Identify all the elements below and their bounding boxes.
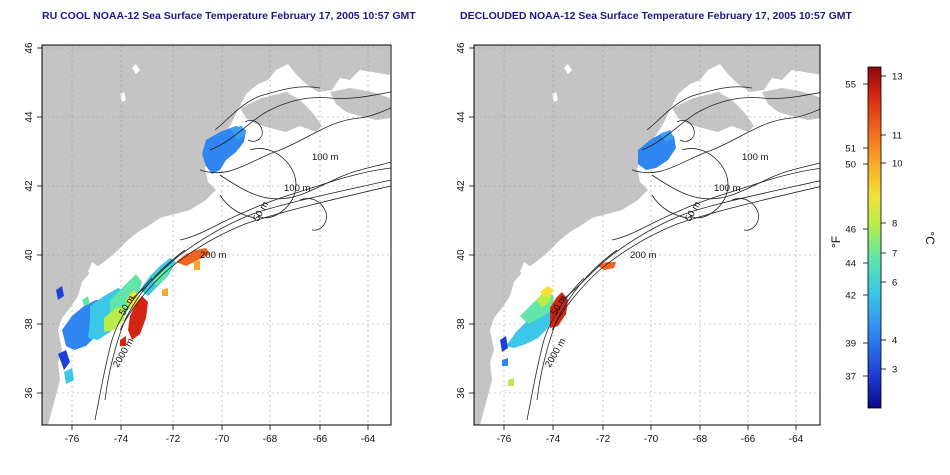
left-map-panel: 100 m 100 m 50 m 200 m 50 m 2000 m (41, 44, 392, 426)
lat-tick-label: 36 (456, 387, 467, 399)
lon-tick-label: -74 (546, 434, 561, 445)
fahrenheit-tick-label: 37 (845, 372, 856, 383)
lon-tick-label: -64 (789, 434, 804, 445)
fahrenheit-tick-label: 51 (845, 144, 856, 155)
lon-tick-label: -68 (693, 434, 708, 445)
fahrenheit-tick-label: 50 (845, 160, 856, 171)
lon-tick-label: -66 (741, 434, 756, 445)
lat-tick-label: 38 (456, 318, 467, 330)
fahrenheit-unit-label: °F (829, 236, 843, 248)
lon-tick-label: -72 (166, 434, 181, 445)
fahrenheit-tick-label: 42 (845, 291, 856, 302)
lat-tick-label: 40 (456, 249, 467, 261)
celsius-unit-label: °C (923, 231, 937, 245)
contour-label: 100 m (742, 152, 768, 163)
celsius-tick-label: 6 (892, 278, 897, 289)
celsius-tick-label: 10 (892, 159, 903, 170)
lat-tick-label: 42 (24, 180, 35, 192)
fahrenheit-tick-label: 39 (845, 339, 856, 350)
lat-tick-label: 46 (456, 42, 467, 54)
celsius-tick-label: 8 (892, 219, 897, 230)
contour-label: 200 m (630, 250, 656, 261)
fahrenheit-tick-label: 46 (845, 225, 856, 236)
lon-tick-label: -64 (361, 434, 376, 445)
celsius-tick-label: 7 (892, 249, 897, 260)
lon-tick-label: -70 (215, 434, 230, 445)
celsius-tick-label: 11 (892, 131, 902, 142)
lon-tick-label: -70 (644, 434, 659, 445)
left-map-title: RU COOL NOAA-12 Sea Surface Temperature … (42, 10, 416, 22)
lat-tick-label: 38 (24, 318, 35, 330)
contour-label: 200 m (200, 250, 226, 261)
lon-tick-label: -68 (263, 434, 278, 445)
lat-tick-label: 46 (24, 42, 35, 54)
lat-tick-label: 44 (456, 111, 467, 123)
colorbar: 55 51 50 46 44 42 39 37 13 11 10 8 7 6 4 3 °F °C (829, 66, 937, 409)
lat-tick-label: 40 (24, 249, 35, 261)
colorbar-ticks: 55 51 50 46 44 42 39 37 13 11 10 8 7 6 4 3 (845, 72, 902, 383)
colorbar-gradient (867, 66, 882, 409)
contour-label: 100 m (714, 183, 740, 194)
lat-tick-label: 44 (24, 111, 35, 123)
contour-label: 100 m (284, 183, 310, 194)
right-map-panel: 100 m 100 m 50 m 200 m 50 m 2000 m (473, 44, 821, 426)
fahrenheit-tick-label: 44 (845, 259, 856, 270)
fahrenheit-tick-label: 55 (845, 80, 856, 91)
sst-patches-declouded (500, 130, 676, 386)
lon-tick-label: -76 (497, 434, 512, 445)
right-map-title: DECLOUDED NOAA-12 Sea Surface Temperatur… (460, 10, 852, 22)
celsius-tick-label: 4 (892, 336, 897, 347)
celsius-tick-label: 3 (892, 365, 897, 376)
lon-tick-label: -66 (313, 434, 328, 445)
lat-tick-label: 36 (24, 387, 35, 399)
lat-tick-label: 42 (456, 180, 467, 192)
contour-label: 100 m (312, 152, 338, 163)
lon-tick-label: -76 (65, 434, 80, 445)
celsius-tick-label: 13 (892, 72, 903, 83)
sst-patches (56, 126, 246, 384)
lon-tick-label: -72 (596, 434, 611, 445)
lon-tick-label: -74 (114, 434, 129, 445)
axis-ticks: -76 -74 -72 -70 -68 -66 -64 46 44 42 40 38 36 -76 -74 -… (24, 42, 804, 445)
